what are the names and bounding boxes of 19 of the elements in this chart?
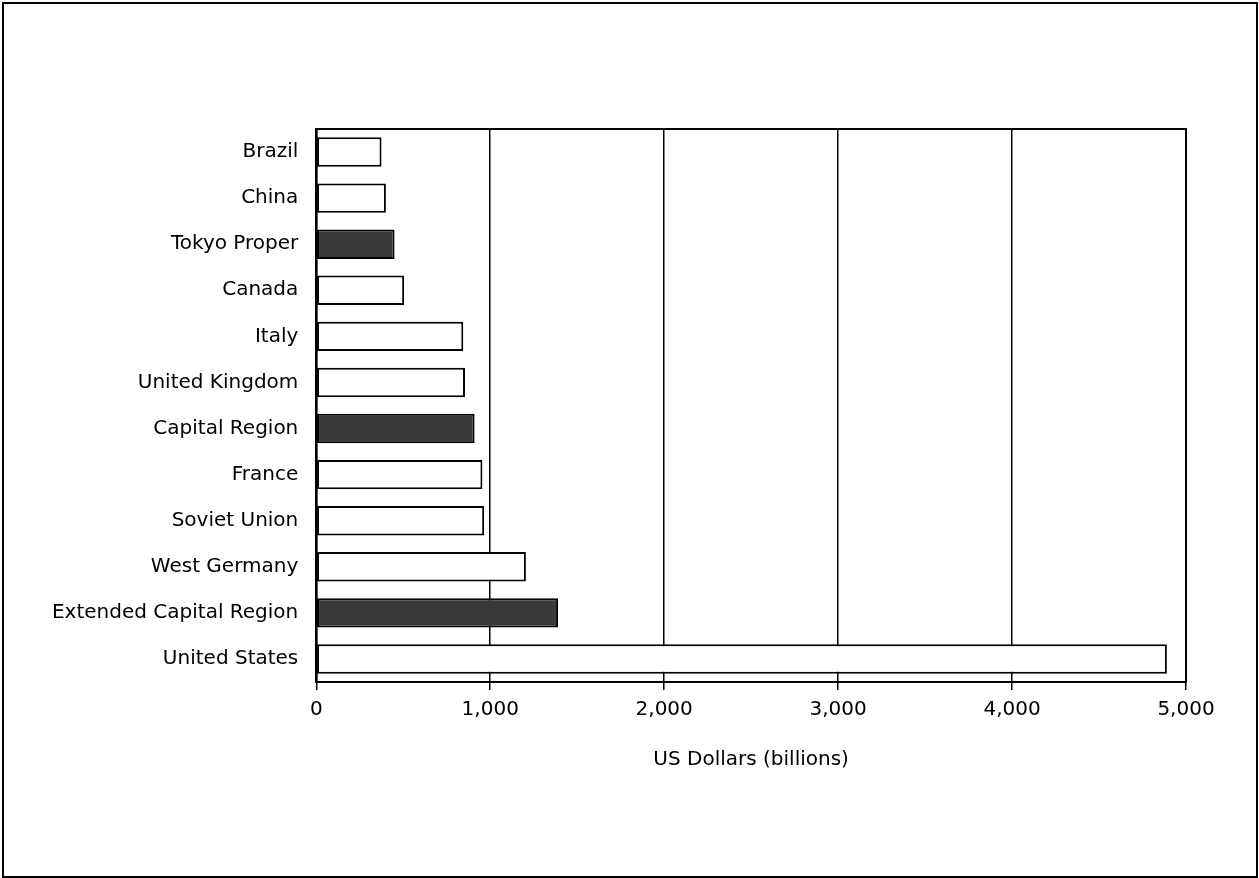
y-tick-label: United States (162, 645, 299, 670)
y-tick-label: Extended Capital Region (51, 599, 299, 624)
y-tick-label: Tokyo Proper (169, 230, 300, 255)
y-tick-label: United Kingdom (137, 368, 299, 393)
y-tick-label: China (241, 184, 299, 209)
x-tick-label: 2,000 (635, 696, 693, 721)
y-tick-label: Brazil (242, 138, 299, 163)
y-tick-label: Italy (254, 322, 299, 347)
y-tick-label: Soviet Union (171, 506, 299, 531)
x-tick-label: 3,000 (809, 696, 867, 721)
x-tick-label: 0 (309, 696, 323, 721)
x-tick-label: 1,000 (461, 696, 519, 721)
y-tick-label: Canada (222, 276, 299, 301)
y-tick-label: France (231, 460, 299, 485)
y-tick-label: West Germany (150, 552, 299, 577)
x-axis-title: US Dollars (billions) (653, 746, 849, 771)
x-tick-label: 5,000 (1157, 696, 1215, 721)
x-tick-label: 4,000 (983, 696, 1041, 721)
y-tick-label: Capital Region (153, 414, 299, 439)
